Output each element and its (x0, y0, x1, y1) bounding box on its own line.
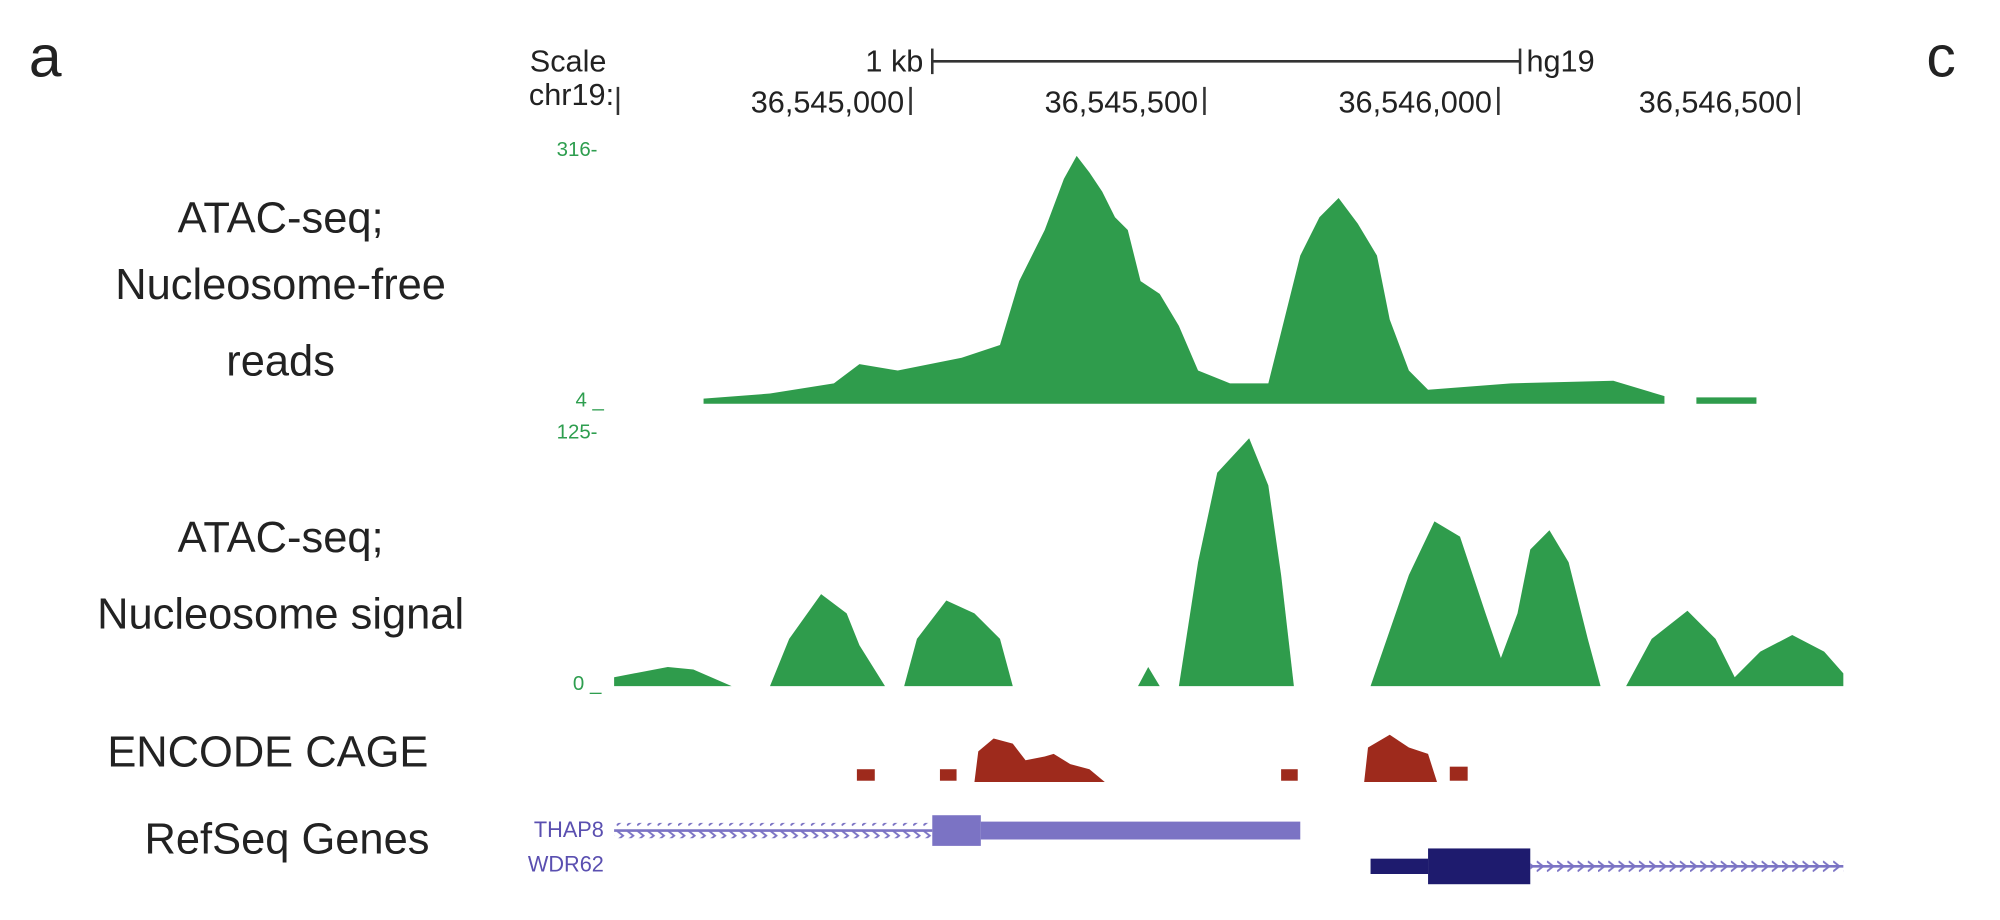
track-label: reads (226, 338, 335, 386)
track-label: ENCODE CAGE (107, 729, 428, 777)
track-min: 0 _ (573, 672, 602, 695)
position-label: 36,545,500 (1045, 85, 1198, 119)
gene-thap8 (614, 815, 1301, 846)
track-label: RefSeq Genes (145, 816, 430, 864)
nucleosome-signal (614, 438, 1844, 687)
gene-wdr62 (1370, 848, 1844, 885)
track-label: Nucleosome-free (115, 261, 446, 309)
track-min: 4 _ (575, 388, 604, 411)
track-label: ATAC-seq; (178, 195, 384, 243)
scale-label: Scale (530, 45, 607, 79)
position-label: 36,546,000 (1339, 85, 1492, 119)
chrom-label: chr19: (529, 78, 614, 112)
gene-name: THAP8 (534, 817, 604, 842)
track-label: Nucleosome signal (97, 591, 464, 639)
track-max: 125- (557, 420, 598, 443)
scale-size: 1 kb (865, 45, 923, 79)
cage-signal (856, 734, 1468, 782)
track-max: 316- (557, 138, 598, 161)
panel-label: a (29, 25, 62, 90)
position-label: 36,545,000 (751, 85, 904, 119)
assembly: hg19 (1526, 45, 1594, 79)
nfr-signal (703, 155, 1757, 404)
scale-bar (616, 48, 1800, 115)
gene-name: WDR62 (528, 851, 604, 876)
panel-label: c (1926, 25, 1955, 90)
track-label: ATAC-seq; (178, 514, 384, 562)
position-label: 36,546,500 (1639, 85, 1792, 119)
